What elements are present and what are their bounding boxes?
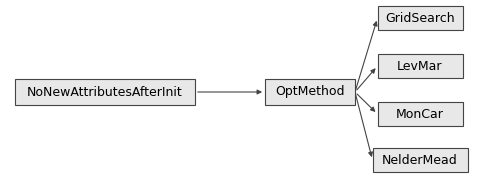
FancyBboxPatch shape: [377, 54, 463, 78]
FancyBboxPatch shape: [373, 148, 468, 172]
FancyBboxPatch shape: [377, 6, 463, 30]
Text: OptMethod: OptMethod: [275, 86, 345, 98]
Text: NelderMead: NelderMead: [382, 153, 458, 167]
FancyBboxPatch shape: [265, 79, 355, 105]
FancyBboxPatch shape: [15, 79, 195, 105]
Text: LevMar: LevMar: [397, 59, 443, 72]
Text: NoNewAttributesAfterInit: NoNewAttributesAfterInit: [27, 86, 183, 98]
Text: MonCar: MonCar: [396, 107, 444, 121]
Text: GridSearch: GridSearch: [385, 11, 455, 24]
FancyBboxPatch shape: [377, 102, 463, 126]
